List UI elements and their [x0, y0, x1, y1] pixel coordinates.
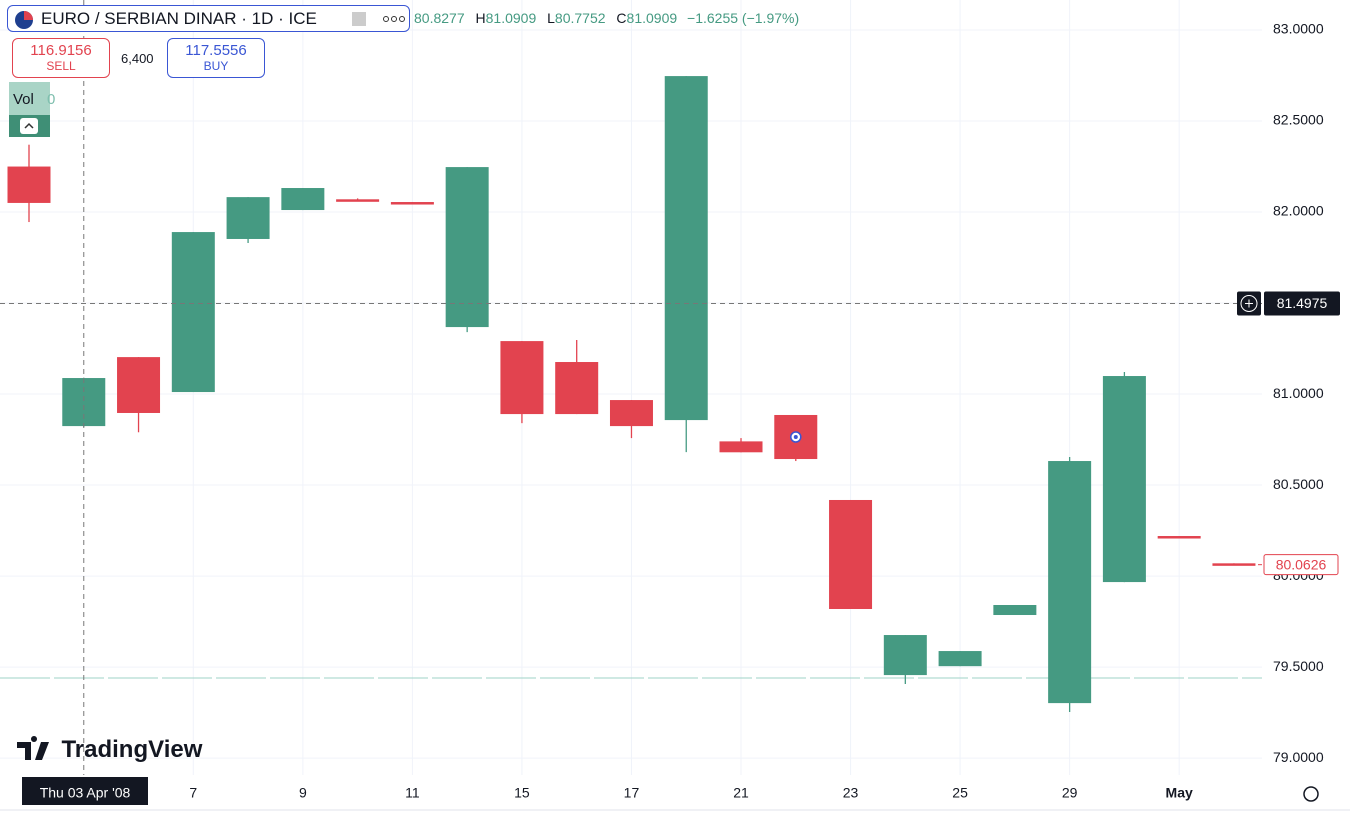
candle-body — [336, 199, 380, 202]
icons — [352, 12, 405, 26]
high-value: 81.0909 — [485, 10, 537, 26]
close-value: 81.0909 — [626, 10, 678, 26]
candle-body — [938, 651, 982, 667]
ohlc-legend: 80.8277 H81.0909 L80.7752 C81.0909 −1.62… — [414, 10, 799, 26]
chevron-box — [20, 118, 38, 134]
settings-icon — [1303, 786, 1319, 802]
sell-label: SELL — [46, 59, 76, 73]
crosshair-price: 81.4975 — [1277, 295, 1328, 311]
candle-body — [1102, 376, 1146, 583]
flag-icon — [15, 11, 33, 29]
candle-body — [117, 357, 161, 413]
candle-body — [7, 166, 51, 203]
candle-body — [555, 362, 599, 415]
y-tick-label: 82.0000 — [1273, 203, 1324, 219]
x-tick-label: 21 — [733, 785, 749, 801]
watermark-text: TradingView — [61, 736, 203, 763]
y-tick-label: 79.5000 — [1273, 658, 1324, 674]
candle-body — [719, 441, 763, 453]
volume-value: 0 — [47, 91, 56, 108]
symbol-box[interactable]: EURO / SERBIAN DINAR · 1D · ICE — [7, 5, 410, 32]
x-tick-label: 11 — [405, 785, 420, 801]
candle-body — [390, 202, 434, 205]
sell-price: 116.9156 — [30, 42, 92, 59]
collapse-toggle[interactable] — [9, 115, 50, 137]
high-label: H — [475, 10, 486, 26]
candle-body — [1048, 461, 1092, 704]
volume-label: Vol — [13, 91, 34, 108]
tv-logo — [17, 736, 49, 760]
crosshair-date: Thu 03 Apr '08 — [40, 785, 131, 801]
close-label: C — [616, 10, 627, 26]
crosshair-date-box — [22, 777, 148, 805]
chevron — [24, 122, 34, 129]
x-tick-label: 23 — [843, 785, 859, 801]
watermark: TradingView — [17, 736, 202, 764]
x-tick-label: 9 — [299, 785, 307, 801]
spread: 6,400 — [121, 51, 154, 66]
open-value: 80.8277 — [414, 10, 465, 26]
crosshair-price-box — [1264, 291, 1340, 316]
symbol-title: EURO / SERBIAN DINAR · 1D · ICE — [41, 9, 317, 28]
alert-marker-dot — [793, 435, 798, 439]
candle-body — [883, 635, 927, 676]
y-tick-label: 80.5000 — [1273, 476, 1324, 492]
candle-body — [445, 167, 489, 328]
buy-button[interactable]: 117.5556 BUY — [167, 38, 265, 78]
x-tick-label: 17 — [624, 785, 640, 801]
y-tick-label: 83.0000 — [1273, 21, 1324, 37]
last-price: 80.0626 — [1276, 556, 1327, 572]
y-tick-label: 79.0000 — [1273, 749, 1324, 765]
crosshair-add-plus — [1245, 299, 1253, 308]
candle-body — [1157, 536, 1201, 539]
y-tick-label: 82.5000 — [1273, 112, 1324, 128]
low-value: 80.7752 — [554, 10, 606, 26]
candle-body — [829, 499, 873, 610]
x-tick-label: 29 — [1062, 785, 1078, 801]
crosshair-add-icon — [1240, 295, 1258, 313]
x-tick-label: May — [1166, 785, 1193, 801]
volume-legend[interactable]: Vol 0 — [9, 82, 55, 115]
sell-button[interactable]: 116.9156 SELL — [12, 38, 110, 78]
low-label: L — [547, 10, 555, 26]
buy-label: BUY — [203, 59, 229, 73]
candle-body — [664, 76, 708, 421]
candle-body — [993, 605, 1037, 616]
x-tick-label: 25 — [952, 785, 968, 801]
x-tick-label: 7 — [189, 785, 197, 801]
x-tick-label: 15 — [514, 785, 530, 801]
change: −1.6255 (−1.97%) — [687, 10, 800, 26]
candle-body — [226, 197, 270, 239]
candle-body — [500, 341, 544, 415]
candle-body — [609, 400, 653, 427]
candle-body — [1212, 563, 1256, 566]
candle-body — [171, 232, 215, 393]
candle-body — [281, 188, 325, 211]
y-tick-label: 81.0000 — [1273, 385, 1324, 401]
last-price-box — [1263, 554, 1339, 576]
buy-price: 117.5556 — [185, 42, 247, 59]
